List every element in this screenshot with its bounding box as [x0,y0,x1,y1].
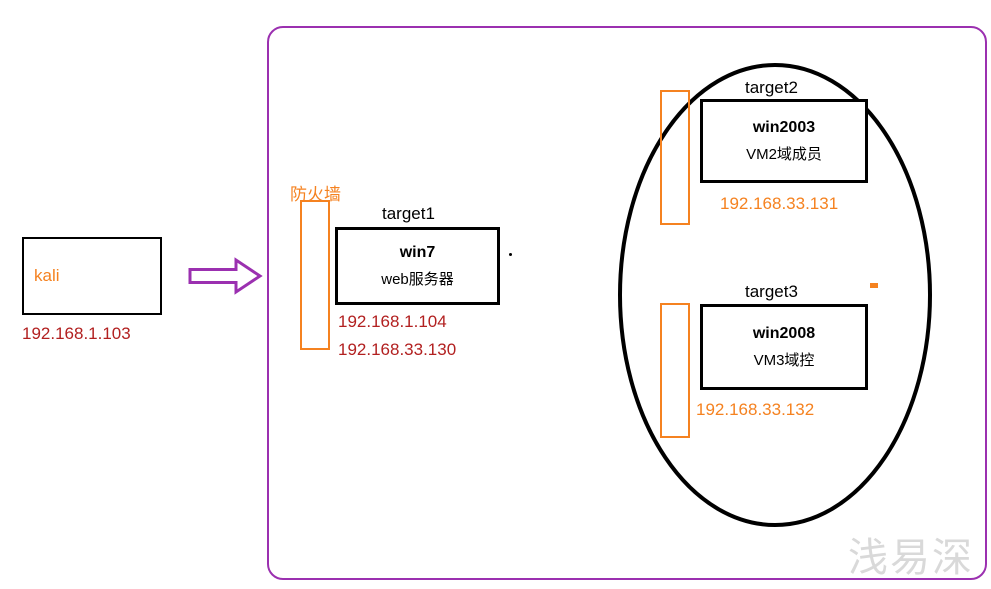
target2-label: target2 [745,78,798,98]
target3-host: win2008 VM3域控 [700,304,868,390]
target1-label: target1 [382,204,435,224]
kali-host: kali [22,237,162,315]
watermark-text: 浅易深 [848,525,974,583]
target2-os: win2003 [703,119,865,137]
target3-os: win2008 [703,325,865,343]
target3-role: VM3域控 [703,349,865,370]
target1-os: win7 [338,244,497,262]
kali-ip: 192.168.1.103 [22,324,131,344]
firewall-rect [660,90,690,225]
target1-ip: 192.168.1.104 [338,312,447,332]
target2-host: win2003 VM2域成员 [700,99,868,183]
target1-ip: 192.168.33.130 [338,340,456,360]
firewall-rect [660,303,690,438]
target3-ip: 192.168.33.132 [696,400,814,420]
kali-label: kali [34,266,60,286]
decor-dot [509,253,512,256]
decor-dot [870,283,878,288]
target1-role: web服务器 [338,268,497,289]
target3-label: target3 [745,282,798,302]
target2-role: VM2域成员 [703,143,865,164]
target2-ip: 192.168.33.131 [720,194,838,214]
firewall-rect [300,200,330,350]
target1-host: win7 web服务器 [335,227,500,305]
